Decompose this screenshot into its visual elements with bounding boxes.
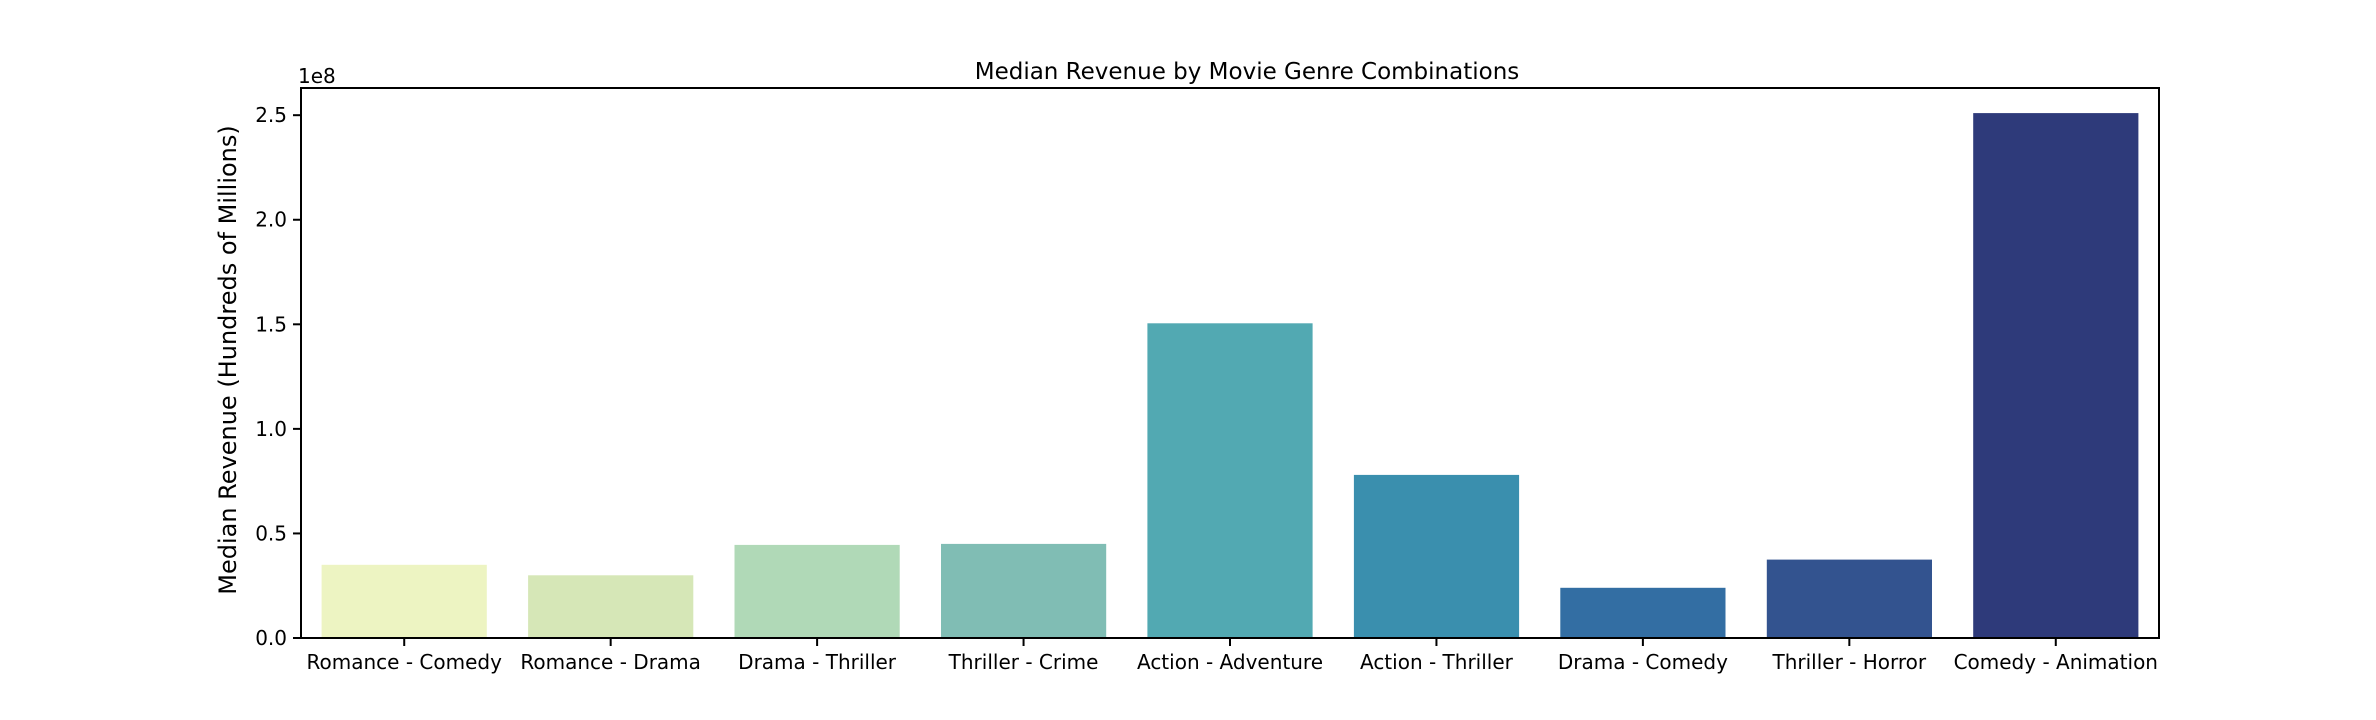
x-tick-label: Romance - Drama (520, 650, 701, 674)
x-tick-label: Comedy - Animation (1954, 650, 2158, 674)
y-tick-label: 1.5 (255, 312, 287, 336)
y-axis-label: Median Revenue (Hundreds of Millions) (214, 125, 242, 595)
y-tick-label: 1.0 (255, 417, 287, 441)
x-tick-label: Romance - Comedy (307, 650, 503, 674)
chart-title: Median Revenue by Movie Genre Combinatio… (975, 59, 1520, 85)
bar-thriller-crime (941, 543, 1107, 638)
x-tick-label: Thriller - Horror (1772, 650, 1927, 674)
y-offset-label: 1e8 (298, 64, 336, 88)
bar-romance-comedy (321, 564, 487, 638)
y-tick-label: 0.5 (255, 521, 287, 545)
bar-drama-thriller (734, 544, 900, 638)
x-tick-label: Action - Adventure (1137, 650, 1323, 674)
x-axis-ticks: Romance - Comedy Romance - Drama Drama - T… (307, 638, 2158, 674)
plot-frame (300, 87, 2160, 639)
y-tick-label: 2.0 (255, 208, 287, 232)
x-tick-label: Drama - Comedy (1558, 650, 1728, 674)
bar-action-adventure (1147, 323, 1313, 638)
x-tick-label: Action - Thriller (1360, 650, 1514, 674)
x-tick-label: Drama - Thriller (738, 650, 897, 674)
bar-thriller-horror (1766, 559, 1932, 638)
y-axis-ticks: 0.0 0.5 1.0 1.5 2.0 2.5 (255, 103, 301, 650)
x-tick-label: Thriller - Crime (948, 650, 1099, 674)
bar-drama-comedy (1560, 587, 1726, 638)
bar-action-thriller (1353, 474, 1520, 638)
y-tick-label: 0.0 (255, 626, 287, 650)
bar-comedy-animation (1973, 113, 2139, 639)
bar-romance-drama (528, 575, 694, 638)
y-tick-label: 2.5 (255, 103, 287, 127)
bars (321, 113, 2139, 639)
